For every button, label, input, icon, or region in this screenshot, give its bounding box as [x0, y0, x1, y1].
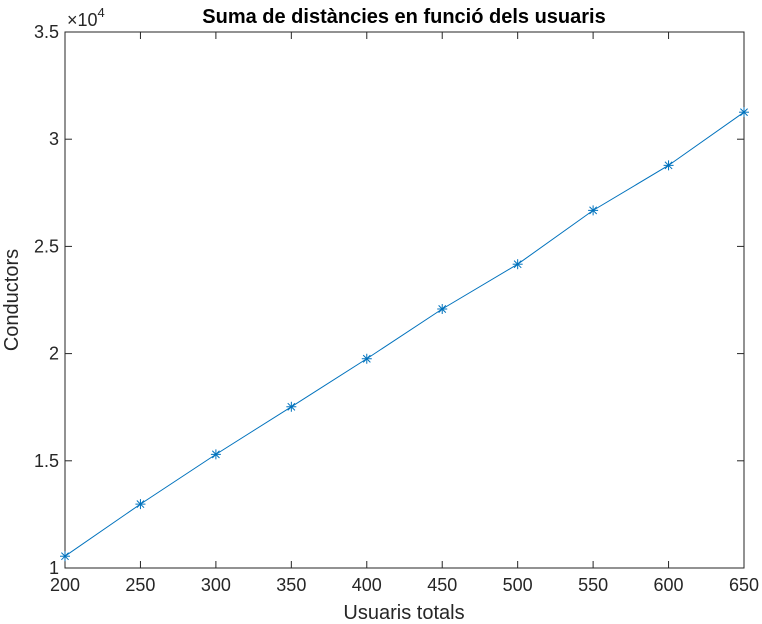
data-point	[437, 304, 448, 315]
y-axis-label: Conductors	[1, 249, 23, 351]
y-exponent-power: 4	[98, 5, 105, 20]
x-tick-label: 600	[654, 575, 684, 595]
y-tick-label: 2.5	[34, 236, 59, 256]
data-point	[588, 205, 599, 216]
data-point	[512, 259, 523, 270]
y-tick-label: 3.5	[34, 22, 59, 42]
y-tick-label: 2	[49, 344, 59, 364]
series-group	[60, 107, 749, 562]
y-exponent-base: ×10	[67, 10, 98, 30]
data-point	[663, 160, 674, 171]
x-tick-label: 450	[427, 575, 457, 595]
y-exponent-label: ×104	[67, 5, 105, 30]
y-tick-label: 3	[49, 129, 59, 149]
series-line	[64, 111, 745, 557]
x-tick-label: 350	[276, 575, 306, 595]
x-tick-label: 400	[352, 575, 382, 595]
x-tick-label: 650	[729, 575, 759, 595]
data-point	[361, 353, 372, 364]
x-axis-label: Usuaris totals	[343, 602, 464, 624]
x-tick-label: 550	[578, 575, 608, 595]
data-point	[60, 551, 70, 562]
data-point	[210, 449, 221, 460]
x-tick-label: 200	[50, 575, 80, 595]
y-tick-label: 1	[49, 558, 59, 578]
y-tick-label: 1.5	[34, 451, 59, 471]
data-point	[135, 499, 146, 510]
plot-area	[64, 31, 745, 569]
chart-title: Suma de distàncies en funció dels usuari…	[202, 6, 605, 28]
y-axis-ticks: 1 1.5 2 2.5 3 3.5	[34, 22, 744, 578]
x-tick-label: 500	[503, 575, 533, 595]
data-point	[286, 401, 297, 412]
x-axis-ticks: 200 250 300 350 400 450 500 550 600 650	[50, 32, 759, 595]
x-tick-label: 250	[125, 575, 155, 595]
data-point	[739, 107, 749, 118]
x-tick-label: 300	[201, 575, 231, 595]
